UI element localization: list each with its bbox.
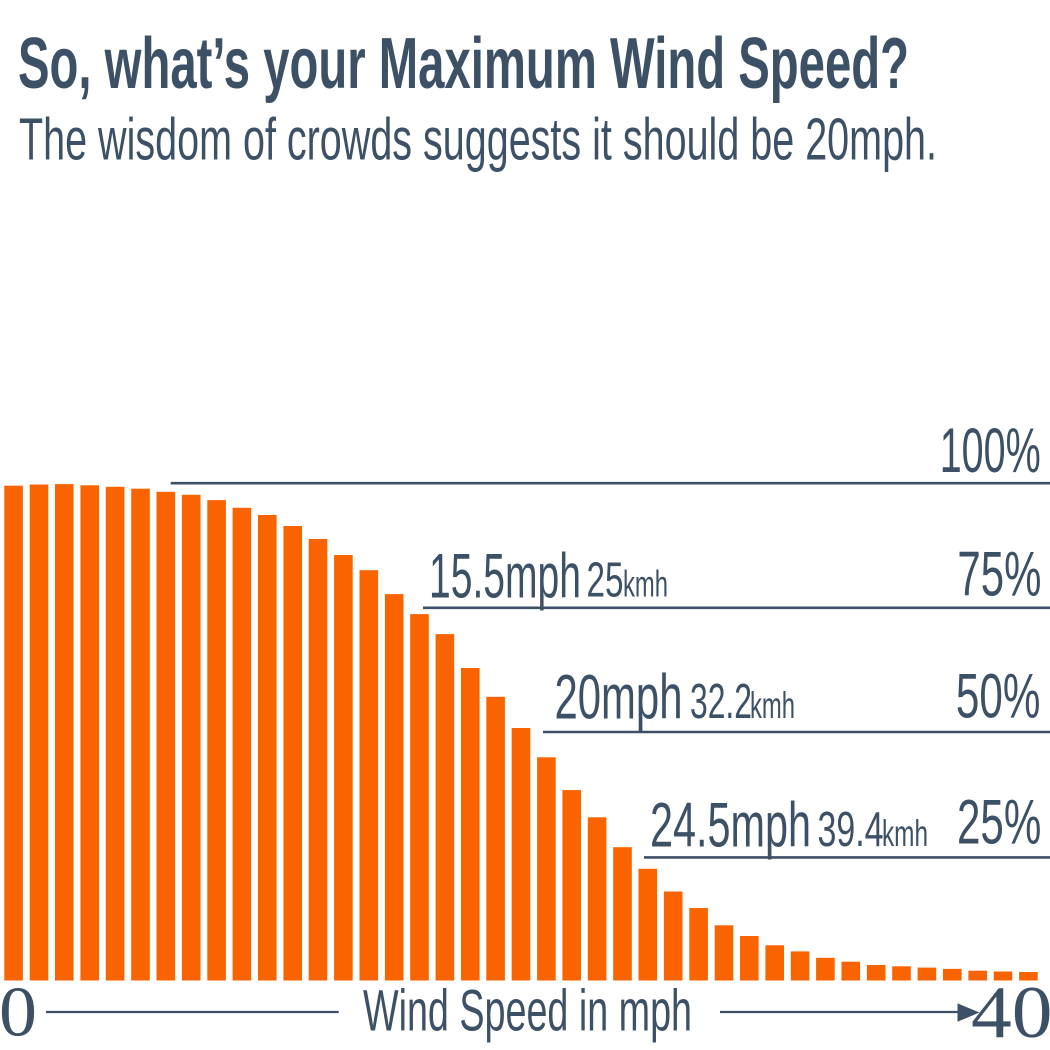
svg-text:40: 40 [971, 972, 1050, 1050]
svg-text:So, what’s your Maximum Wind S: So, what’s your Maximum Wind Speed? [18, 23, 909, 104]
svg-text:kmh: kmh [750, 685, 795, 726]
svg-text:32.2: 32.2 [690, 674, 752, 729]
svg-text:kmh: kmh [623, 564, 668, 605]
svg-text:75%: 75% [957, 540, 1041, 610]
svg-text:39.4: 39.4 [818, 802, 884, 857]
svg-text:kmh: kmh [882, 813, 928, 854]
svg-text:24.5mph: 24.5mph [650, 791, 811, 861]
svg-text:100%: 100% [940, 416, 1041, 486]
svg-text:25: 25 [587, 553, 624, 608]
svg-text:20mph: 20mph [555, 663, 683, 733]
svg-text:25%: 25% [957, 787, 1041, 857]
svg-text:15.5mph: 15.5mph [429, 542, 581, 612]
svg-text:0: 0 [0, 974, 37, 1050]
svg-text:Wind Speed in mph: Wind Speed in mph [363, 979, 692, 1044]
svg-text:The wisdom of crowds suggests: The wisdom of crowds suggests it should … [19, 107, 937, 173]
svg-text:50%: 50% [956, 662, 1041, 732]
